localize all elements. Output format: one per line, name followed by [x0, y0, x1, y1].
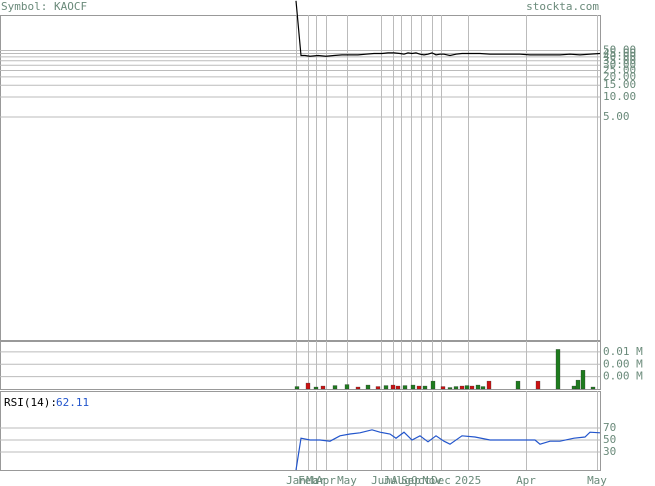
volume-bar — [480, 386, 486, 390]
y-tick-label: 50 — [603, 433, 616, 446]
volume-bar — [469, 385, 475, 390]
volume-bar — [410, 384, 416, 390]
x-tick-label: May — [337, 474, 357, 486]
x-tick-label: May — [587, 474, 607, 486]
source-label: stockta.com — [526, 0, 599, 13]
volume-bar — [375, 386, 381, 390]
volume-bar — [390, 384, 396, 390]
y-tick-label: 0.00 M — [603, 357, 643, 370]
x-tick-label: Nov — [422, 474, 442, 486]
volume-bar — [580, 370, 586, 390]
y-tick-label: 50.00 — [603, 43, 636, 56]
volume-bar — [320, 385, 326, 390]
volume-bar — [590, 386, 596, 390]
x-tick-label: Mar — [306, 474, 326, 486]
x-tick-label: Aug — [391, 474, 411, 486]
symbol-label: Symbol: KAOCF — [1, 0, 87, 13]
volume-bar — [535, 380, 541, 390]
volume-bar — [395, 385, 401, 390]
y-tick-label: 20.00 — [603, 70, 636, 83]
y-tick-label: 40.00 — [603, 50, 636, 63]
volume-bar — [475, 384, 481, 390]
y-tick-label: 25.00 — [603, 63, 636, 76]
line — [295, 0, 601, 57]
volume-bar — [486, 380, 492, 390]
y-tick-label: 35.00 — [603, 54, 636, 67]
volume-bar — [416, 385, 422, 390]
y-tick-label: 30 — [603, 445, 616, 458]
panel-frame — [0, 341, 601, 390]
panel-frame — [0, 15, 601, 341]
y-tick-label: 5.00 — [603, 110, 630, 123]
rsi-label: RSI(14): — [4, 396, 57, 409]
y-tick-label: 70 — [603, 421, 616, 434]
y-tick-label: 10.00 — [603, 90, 636, 103]
x-tick-label: Feb — [298, 474, 318, 486]
volume-bar — [453, 386, 459, 390]
x-tick-label: Jul — [383, 474, 403, 486]
volume-bar — [464, 385, 470, 390]
rsi-value: 62.11 — [56, 396, 89, 409]
x-tick-label: Sep — [401, 474, 421, 486]
x-tick-label: Jan — [286, 474, 306, 486]
volume-bar — [571, 385, 577, 390]
volume-bar — [555, 349, 561, 390]
volume-bar — [575, 379, 581, 390]
volume-bar — [305, 382, 311, 390]
line — [295, 429, 601, 471]
y-tick-label: 0.00 M — [603, 370, 643, 383]
x-tick-label: Dec — [431, 474, 451, 486]
volume-bar — [355, 386, 361, 390]
x-tick-label: Jun — [371, 474, 391, 486]
panel-frame — [0, 391, 601, 471]
x-tick-label: Oct — [411, 474, 431, 486]
volume-bar — [447, 387, 453, 390]
volume-bar — [515, 380, 521, 390]
volume-bar — [332, 385, 338, 390]
volume-bar — [422, 385, 428, 390]
volume-bar — [344, 384, 350, 390]
y-tick-label: 0.01 M — [603, 345, 643, 358]
volume-bar — [459, 385, 465, 390]
volume-bar — [430, 380, 436, 390]
volume-bar — [313, 386, 319, 390]
volume-bar — [294, 386, 300, 390]
y-tick-label: 15.00 — [603, 78, 636, 91]
volume-bar — [402, 385, 408, 390]
volume-bar — [383, 385, 389, 390]
x-tick-label: Apr — [316, 474, 336, 486]
x-tick-label: Apr — [516, 474, 536, 486]
volume-bar — [440, 386, 446, 390]
volume-bar — [365, 384, 371, 390]
y-tick-label: 45.00 — [603, 47, 636, 60]
x-tick-label: 2025 — [455, 474, 482, 486]
y-tick-label: 30.00 — [603, 58, 636, 71]
